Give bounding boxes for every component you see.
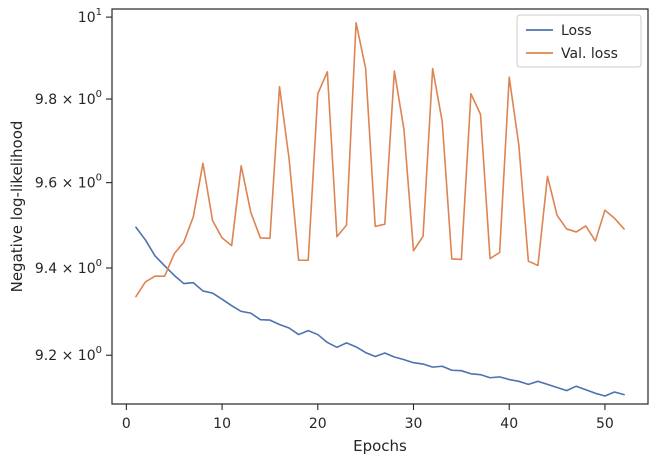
y-tick-base: 10 (78, 176, 96, 192)
legend: Loss Val. loss (516, 14, 642, 68)
y-tick-label: 101 (78, 7, 102, 26)
series-layer (135, 21, 625, 397)
y-tick-base: 10 (78, 92, 96, 108)
x-tick-label: 30 (405, 416, 423, 432)
series-line-1 (135, 226, 625, 397)
x-tick-label: 20 (309, 416, 327, 432)
y-tick-exponent: 0 (96, 89, 102, 100)
y-tick-times: × (57, 176, 78, 192)
y-tick-times: × (57, 92, 78, 108)
y-tick-mantissa: 9.4 (35, 261, 57, 277)
x-tick-label: 0 (122, 416, 131, 432)
y-tick-label: 9.2 × 100 (35, 345, 102, 364)
plot-frame (111, 8, 649, 405)
series-line-2 (135, 21, 625, 298)
y-tick-base: 10 (78, 10, 96, 26)
legend-label: Val. loss (561, 46, 618, 62)
y-tick-base: 10 (78, 348, 96, 364)
x-tick-label: 50 (596, 416, 614, 432)
y-tick-exponent: 1 (96, 7, 102, 18)
x-tick-label: 10 (213, 416, 231, 432)
y-tick-label: 9.8 × 100 (35, 89, 102, 108)
y-tick-label: 9.4 × 100 (35, 258, 102, 277)
y-tick-times: × (57, 348, 78, 364)
y-tick-mantissa: 9.2 (35, 348, 57, 364)
y-tick-mantissa: 9.6 (35, 176, 57, 192)
y-tick-label: 9.6 × 100 (35, 173, 102, 192)
y-tick-exponent: 0 (96, 258, 102, 269)
y-tick-mantissa: 9.8 (35, 92, 57, 108)
x-axis: 0 10 20 30 40 50 (122, 404, 614, 432)
legend-box (516, 14, 642, 68)
x-axis-label: Epochs (353, 437, 407, 455)
x-tick-label: 40 (500, 416, 518, 432)
y-tick-exponent: 0 (96, 173, 102, 184)
legend-label: Loss (561, 23, 592, 39)
y-tick-base: 10 (78, 261, 96, 277)
y-tick-times: × (57, 261, 78, 277)
y-tick-exponent: 0 (96, 345, 102, 356)
plot-area (111, 8, 649, 405)
y-axis-label: Negative log-likelihood (8, 121, 26, 293)
